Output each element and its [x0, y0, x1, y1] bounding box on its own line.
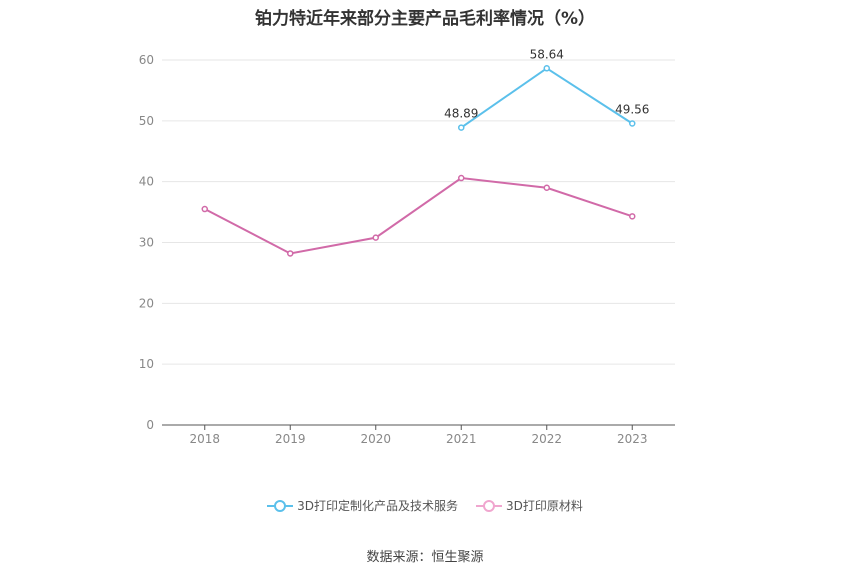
source-note: 数据来源：恒生聚源: [366, 550, 484, 565]
legend-label: 3D打印定制化产品及技术服务: [297, 499, 458, 513]
data-point: [458, 124, 465, 131]
y-tick-label: 30: [139, 236, 154, 250]
data-point: [201, 205, 208, 213]
y-tick-label: 10: [139, 357, 154, 371]
data-point: [629, 213, 636, 220]
legend-label: 3D打印原材料: [506, 499, 583, 513]
data-point: [629, 120, 636, 127]
series-line-1: [204, 176, 633, 255]
x-tick-label: 2023: [617, 432, 648, 446]
legend-marker-icon: [267, 499, 294, 513]
y-tick-label: 20: [139, 296, 154, 310]
y-tick-label: 50: [139, 114, 154, 128]
legend-item-custom-products[interactable]: 3D打印定制化产品及技术服务: [267, 497, 458, 514]
chart-title: 铂力特近年来部分主要产品毛利率情况（%）: [254, 9, 596, 29]
legend-item-raw-materials[interactable]: 3D打印原材料: [476, 497, 583, 514]
data-label: 58.64: [530, 47, 564, 61]
x-tick-label: 2019: [275, 432, 306, 446]
data-label: 49.56: [615, 103, 649, 117]
x-tick-label: 2022: [531, 432, 562, 446]
data-point: [543, 65, 550, 72]
x-tick-label: 2020: [360, 432, 391, 446]
x-tick-label: 2018: [189, 432, 220, 446]
y-tick-label: 40: [139, 175, 154, 189]
data-label: 48.89: [444, 107, 478, 121]
x-tick-label: 2021: [446, 432, 477, 446]
data-point: [372, 234, 379, 241]
chart-legend: 3D打印定制化产品及技术服务 3D打印原材料: [0, 497, 850, 514]
data-point: [458, 174, 465, 182]
y-tick-label: 60: [139, 53, 154, 67]
y-tick-label: 0: [146, 418, 154, 432]
data-point: [543, 184, 550, 191]
series-line-0: [460, 67, 633, 129]
legend-marker-icon: [476, 499, 502, 513]
data-point: [287, 250, 294, 257]
